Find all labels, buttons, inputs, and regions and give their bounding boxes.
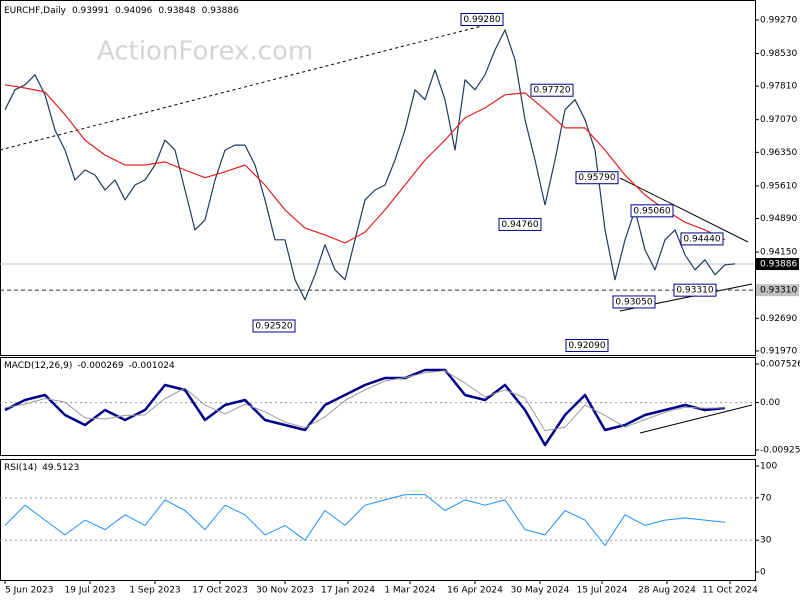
annotation-label: 0.93050 [615,297,652,307]
indicator-name: MACD(12,26,9) [4,361,72,371]
series-line [4,370,726,432]
series-line [4,29,736,301]
annotation-label: 0.93310 [676,286,713,296]
y-tick-label: 100 [760,461,777,471]
x-tick-label: 30 Nov 2023 [256,586,314,596]
ohlc-value: 0.93991 [72,6,109,16]
y-tick-label: 0 [760,568,766,578]
macd-panel [0,357,756,456]
ohlc-value: 0.93848 [158,6,195,16]
triangle-upper [619,177,749,243]
x-tick-label: 16 Apr 2024 [447,586,503,596]
x-tick-label: 17 Oct 2023 [192,586,248,596]
x-tick-label: 5 Jun 2023 [5,586,53,596]
annotation-box [460,12,504,26]
macd-trend-line [639,404,753,434]
ohlc-value: 0.94096 [115,6,152,16]
annotation-label: 0.95060 [633,206,670,216]
x-tick-label: 1 Mar 2024 [384,586,436,596]
y-tick-label: 70 [760,493,772,503]
y-tick-label: 0.00 [760,398,780,408]
series-line [4,84,726,244]
annotation-box [252,319,296,333]
series-line [4,368,726,447]
annotation-box [565,338,609,352]
annotation-box [612,295,656,309]
annotation-box [498,217,542,231]
level-label: 0.93310 [760,286,797,296]
panel-header: RSI(14) 49.5123 [4,463,79,473]
annotation-box [575,171,619,185]
indicator-reading: -0.000269 [77,361,123,371]
y-tick-label: 30 [760,536,772,546]
y-tick-label: -0.009252 [760,446,800,456]
y-tick-label: 0.97810 [760,82,797,92]
level-box [756,284,799,297]
annotation-box [680,232,724,246]
watermark: ActionForex.com [97,37,313,67]
main-panel [0,0,756,356]
y-tick-label: 0.91970 [760,346,797,356]
y-tick-label: 0.92690 [760,314,797,324]
x-tick-label: 11 Oct 2024 [702,586,758,596]
y-tick-label: 0.96350 [760,148,797,158]
ohlc-value: 0.93886 [202,6,239,16]
indicator-reading: -0.001024 [129,361,175,371]
y-tick-label: 0.007526 [760,359,800,369]
annotation-label: 0.97720 [533,86,570,96]
symbol: EURCHF,Daily [4,6,67,16]
annotation-label: 0.92090 [568,341,605,351]
x-tick-label: 28 Aug 2024 [638,586,696,596]
annotation-box [673,283,717,297]
series-line [4,494,726,546]
level-box [756,258,799,271]
y-tick-label: 0.99270 [760,15,797,25]
main-header: EURCHF,Daily 0.93991 0.94096 0.93848 0.93886 [4,6,239,16]
annotation-box [530,83,574,97]
annotation-label: 0.99280 [463,15,500,25]
indicator-reading: 49.5123 [42,463,79,473]
y-tick-label: 0.97070 [760,115,797,125]
trend-line [0,19,506,151]
level-label: 0.93886 [760,260,797,270]
x-tick-label: 30 May 2024 [511,586,570,596]
rsi-panel [0,459,756,581]
x-tick-label: 15 Jul 2024 [577,586,628,596]
annotation-box [630,204,674,218]
annotation-label: 0.94760 [501,220,538,230]
y-tick-label: 0.95610 [760,181,797,191]
panel-header: MACD(12,26,9) -0.000269 -0.001024 [4,361,175,371]
y-tick-label: 0.94150 [760,248,797,258]
y-tick-label: 0.94890 [760,214,797,224]
indicator-name: RSI(14) [4,463,37,473]
annotation-label: 0.92520 [255,321,292,331]
y-tick-label: 0.98530 [760,49,797,59]
x-tick-label: 17 Jan 2024 [321,586,375,596]
x-tick-label: 1 Sep 2023 [129,586,180,596]
annotation-label: 0.94440 [683,234,720,244]
annotation-label: 0.95790 [578,173,615,183]
x-tick-label: 19 Jul 2023 [65,586,116,596]
